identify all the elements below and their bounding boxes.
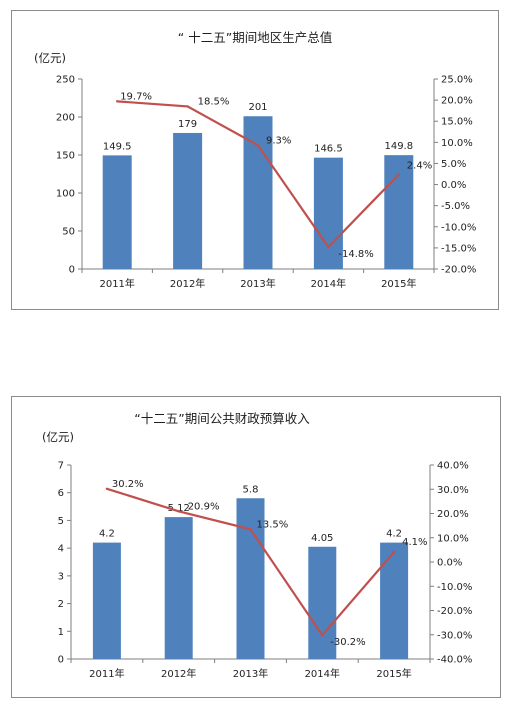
y-axis-unit-label: (亿元): [34, 51, 66, 65]
right-tick-label: -5.0%: [441, 201, 470, 212]
x-tick-label: 2012年: [161, 667, 196, 680]
line-point: [186, 105, 189, 108]
x-tick-label: 2015年: [381, 277, 416, 290]
right-tick-label: 5.0%: [441, 159, 466, 170]
chart-title: “ 十二五”期间地区生产总值: [178, 30, 332, 45]
left-tick-label: 0: [69, 265, 75, 276]
bar: [243, 116, 273, 270]
left-tick-label: 1: [58, 627, 64, 638]
right-tick-label: -10.0%: [441, 222, 476, 233]
line-point: [397, 173, 400, 176]
line-point: [249, 528, 252, 531]
line-value-label: 18.5%: [198, 96, 230, 107]
left-tick-label: 4: [58, 544, 64, 555]
bar: [236, 498, 265, 659]
left-tick-label: 200: [56, 113, 75, 124]
line-value-label: 19.7%: [120, 91, 152, 102]
bar: [313, 157, 343, 269]
line-value-label: 2.4%: [407, 160, 432, 171]
line-point: [177, 510, 180, 513]
left-tick-label: 6: [58, 488, 64, 499]
line-point: [105, 487, 109, 490]
bar-value-label: 179: [178, 119, 197, 130]
left-tick-label: 50: [62, 227, 75, 238]
left-tick-label: 7: [58, 461, 64, 472]
left-tick-label: 5: [58, 516, 64, 527]
left-tick-label: 3: [58, 571, 64, 582]
right-tick-label: 0.0%: [441, 180, 466, 191]
line-value-label: 30.2%: [112, 479, 144, 490]
line-value-label: 13.5%: [257, 519, 289, 530]
x-tick-label: 2012年: [170, 277, 205, 290]
bar-value-label: 4.05: [311, 533, 333, 544]
right-tick-label: -10.0%: [437, 582, 472, 593]
bar-value-label: 5.12: [168, 503, 190, 514]
right-tick-label: 25.0%: [441, 75, 473, 86]
right-tick-label: 20.0%: [441, 96, 473, 107]
bar-value-label: 201: [248, 102, 267, 113]
line-value-label: 9.3%: [266, 135, 291, 146]
bar-value-label: 4.2: [386, 529, 402, 540]
y-axis-unit-label: (亿元): [42, 430, 74, 444]
right-tick-label: 40.0%: [437, 461, 469, 472]
left-tick-label: 0: [58, 655, 64, 666]
bar-value-label: 146.5: [314, 144, 343, 155]
gdp-chart: “ 十二五”期间地区生产总值 (亿元) 0 50 100 150 200 250 -20.0…: [34, 30, 476, 290]
x-tick-label: 2011年: [99, 277, 134, 290]
x-tick-label: 2011年: [89, 667, 124, 680]
left-tick-label: 250: [56, 75, 75, 86]
left-tick-label: 100: [56, 189, 75, 200]
bar: [380, 542, 409, 659]
line-point: [116, 100, 119, 103]
x-tick-label: 2015年: [376, 667, 411, 680]
line-value-label: 20.9%: [188, 501, 220, 512]
right-tick-label: 10.0%: [437, 533, 469, 544]
bar: [173, 132, 203, 269]
line-value-label: -30.2%: [330, 637, 365, 648]
bar-value-label: 5.8: [243, 484, 259, 495]
bar: [308, 546, 337, 659]
bar-value-label: 149.5: [103, 141, 132, 152]
right-tick-label: 0.0%: [437, 558, 462, 569]
right-tick-label: 20.0%: [437, 509, 469, 520]
x-tick-label: 2013年: [233, 667, 268, 680]
bar: [164, 517, 193, 659]
line-value-label: -14.8%: [338, 249, 373, 260]
revenue-chart-panel: “十二五”期间公共财政预算收入 (亿元) 0 1 2 3 4 5 6 7 -40.0% -30.0…: [11, 396, 501, 698]
right-tick-label: 30.0%: [437, 485, 469, 496]
x-tick-label: 2014年: [311, 277, 346, 290]
right-tick-label: 10.0%: [441, 138, 473, 149]
revenue-chart: “十二五”期间公共财政预算收入 (亿元) 0 1 2 3 4 5 6 7 -40.0% -30.0…: [42, 411, 472, 680]
x-tick-label: 2014年: [305, 667, 340, 680]
right-tick-label: 15.0%: [441, 117, 473, 128]
chart-title: “十二五”期间公共财政预算收入: [134, 411, 310, 426]
bar: [102, 155, 132, 269]
left-tick-label: 2: [58, 599, 64, 610]
line-value-label: 4.1%: [402, 537, 427, 548]
bar: [384, 155, 414, 269]
line-point: [392, 550, 396, 554]
right-tick-label: -40.0%: [437, 655, 472, 666]
x-tick-label: 2013年: [240, 277, 275, 290]
line-point: [321, 634, 324, 637]
right-tick-label: -20.0%: [441, 265, 476, 276]
bar: [92, 542, 121, 659]
bar-value-label: 149.8: [384, 141, 413, 152]
line-point: [327, 245, 330, 249]
right-tick-label: -15.0%: [441, 243, 476, 254]
left-tick-label: 150: [56, 151, 75, 162]
gdp-chart-panel: “ 十二五”期间地区生产总值 (亿元) 0 50 100 150 200 250 -20.0…: [11, 10, 499, 310]
right-tick-label: -30.0%: [437, 630, 472, 641]
right-tick-label: -20.0%: [437, 606, 472, 617]
bar-value-label: 4.2: [99, 529, 115, 540]
line-point: [256, 144, 260, 147]
